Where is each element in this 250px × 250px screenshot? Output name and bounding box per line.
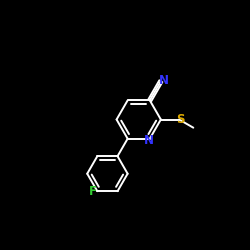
Text: F: F <box>89 185 97 198</box>
Text: N: N <box>159 74 169 87</box>
Text: N: N <box>144 134 154 147</box>
Text: S: S <box>176 113 184 126</box>
